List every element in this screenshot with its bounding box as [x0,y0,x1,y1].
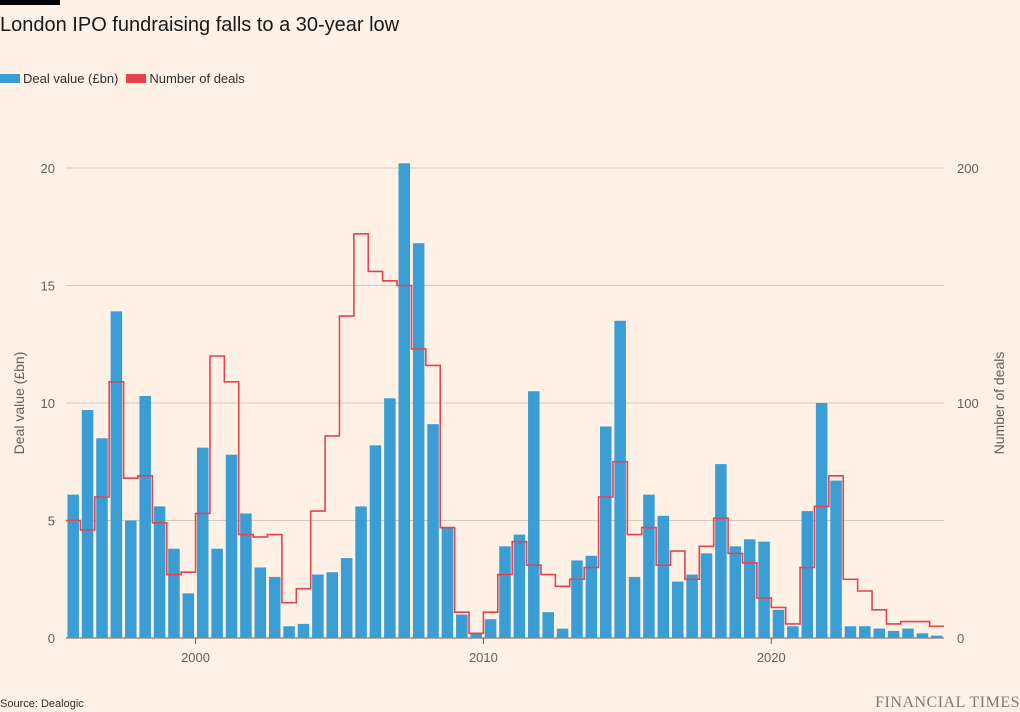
y-tick-label: 20 [41,161,55,176]
bar [326,572,339,638]
y2-tick-label: 0 [957,631,964,646]
brand-mark: FINANCIAL TIMES [875,694,1020,711]
bar [844,626,857,638]
bar [441,527,454,638]
legend-swatch-number-of-deals [126,74,147,83]
bar [700,553,713,638]
bar [283,626,295,638]
bar [369,445,382,638]
bar [686,574,698,638]
bar [585,555,598,638]
legend-label-deal-value: Deal value (£bn) [23,71,119,86]
bar [916,633,929,638]
bar [614,320,626,638]
y-tick-label: 5 [48,514,55,529]
bar [470,633,482,638]
source-note: Source: Dealogic [0,698,84,710]
bar [139,395,151,638]
bar [81,410,94,638]
x-tick-label: 2000 [181,650,210,665]
bar [873,628,885,638]
bar [240,513,252,638]
bar [643,494,655,638]
bar [412,243,425,638]
bar [542,612,554,638]
legend-item-number-of-deals: Number of deals [126,71,245,86]
x-tick-label: 2020 [757,650,786,665]
legend: Deal value (£bn) Number of deals [0,71,245,86]
bar [340,558,353,638]
bar [355,506,367,638]
legend-label-number-of-deals: Number of deals [149,71,245,86]
step-line [66,233,944,635]
bar [398,163,411,639]
bar [125,520,137,638]
bar [556,628,569,638]
bar [182,593,195,638]
bar [312,574,324,638]
bar [96,438,108,638]
bar [384,398,396,638]
bar [729,546,742,638]
legend-item-deal-value: Deal value (£bn) [0,71,118,86]
bar [153,506,166,638]
bar [297,623,310,638]
bar [225,454,238,638]
bar [801,511,814,638]
bar [743,539,756,638]
bar [902,628,914,638]
bar-series [67,163,943,639]
y-tick-label: 15 [41,279,55,294]
y-tick-label: 0 [48,631,55,646]
step-series [66,233,944,635]
bar [671,581,684,638]
bar [513,534,526,638]
bar [887,630,900,638]
ft-top-bar [0,0,60,5]
bar [628,576,641,638]
bar [787,626,799,638]
y2-tick-label: 200 [957,161,979,176]
bar [456,614,468,638]
bar [67,494,79,638]
bar [772,609,785,638]
y-tick-label: 10 [41,396,55,411]
bar [484,619,497,638]
bar [815,403,828,638]
bar [211,548,223,638]
y2-tick-label: 100 [957,396,979,411]
bar [268,576,281,638]
bar [168,548,180,638]
bar [571,560,583,638]
bar [931,635,943,638]
bar [499,546,511,638]
y-axis-title: Deal value (£bn) [11,352,27,455]
legend-swatch-deal-value [0,74,20,83]
chart-title: London IPO fundraising falls to a 30-yea… [0,14,400,36]
bar [859,626,871,638]
bar [657,515,670,638]
x-tick-label: 2010 [469,650,498,665]
bar [196,447,209,638]
bar [427,424,439,638]
y2-axis-title: Number of deals [991,352,1007,455]
bar [254,567,267,638]
bar [599,426,612,638]
bar [758,541,770,638]
bar [110,311,123,638]
bar [715,464,727,638]
bar [830,480,842,638]
bar [528,391,540,638]
